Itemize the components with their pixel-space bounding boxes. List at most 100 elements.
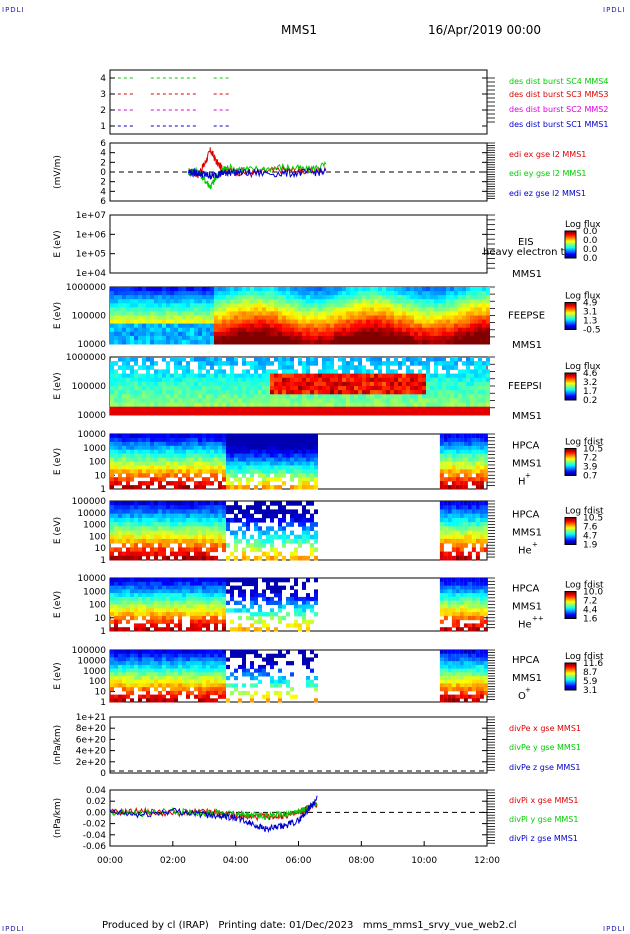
feepsi-cell bbox=[330, 398, 334, 403]
hpca-h-cell bbox=[194, 457, 198, 462]
feepsi-cell bbox=[130, 369, 134, 374]
feepsi-cell bbox=[134, 386, 138, 391]
feepsi-cell bbox=[126, 410, 130, 416]
feepse-cell bbox=[434, 331, 438, 337]
feepse-cell bbox=[482, 295, 486, 300]
feepse-cell bbox=[222, 331, 226, 337]
feepse-cell bbox=[182, 299, 186, 304]
eis-colorbar-cell bbox=[565, 235, 576, 237]
feepse-cell bbox=[422, 327, 426, 333]
hpca-h-cell bbox=[186, 473, 190, 478]
feepsi-cell bbox=[218, 365, 222, 370]
hpca-h-cell bbox=[146, 434, 150, 439]
feepse-cell bbox=[174, 295, 178, 300]
feepse-cell bbox=[206, 299, 210, 304]
edi-series-2 bbox=[188, 167, 327, 180]
feepse-cell bbox=[310, 319, 314, 325]
hpca-he-cell bbox=[302, 517, 306, 523]
hpca-he-cell bbox=[298, 555, 302, 561]
feepse-cell bbox=[126, 295, 130, 300]
feepsi-cell bbox=[214, 377, 218, 383]
hpca-hepp-cell bbox=[170, 608, 174, 613]
feepse-cell bbox=[170, 319, 174, 325]
hpca-he-cell bbox=[130, 551, 134, 557]
hpca-he-cell bbox=[130, 530, 134, 536]
feepse-cell bbox=[378, 299, 382, 304]
feepsi-cell bbox=[198, 402, 202, 408]
feepsi-cell bbox=[362, 381, 366, 387]
hpca-he-cell bbox=[178, 513, 182, 519]
feepse-cell bbox=[378, 323, 382, 329]
hpca-he-cell bbox=[114, 501, 118, 506]
hpca-hepp-cell bbox=[202, 581, 206, 587]
hpca-hepp-cell bbox=[130, 608, 134, 613]
feepsi-cell bbox=[418, 394, 422, 399]
feepsi-cell bbox=[414, 394, 418, 399]
hpca-he-colorbar-cell bbox=[565, 534, 576, 536]
feepse-cell bbox=[322, 323, 326, 329]
feepse-cell bbox=[402, 319, 406, 325]
hpca-h-cell bbox=[182, 441, 186, 447]
feepse-cell bbox=[246, 323, 250, 329]
feepse-cell bbox=[158, 331, 162, 337]
feepsi-cell bbox=[478, 373, 482, 379]
feepsi-cell bbox=[318, 377, 322, 383]
hpca-he-cell bbox=[162, 517, 166, 523]
feepse-cell bbox=[230, 291, 234, 296]
feepsi-cell bbox=[302, 410, 306, 416]
feepse-cell bbox=[150, 331, 154, 337]
feepsi-cell bbox=[482, 390, 486, 395]
hpca-hepp-cell bbox=[118, 627, 122, 632]
hpca-h-cell bbox=[278, 477, 282, 482]
hpca-hepp-cell bbox=[122, 593, 126, 598]
hpca-h-cell bbox=[114, 441, 118, 447]
feepsi-cell bbox=[182, 373, 186, 379]
feepse-cell bbox=[150, 323, 154, 329]
feepse-cell bbox=[374, 295, 378, 300]
feepse-cell bbox=[130, 331, 134, 337]
feepse-cell bbox=[226, 303, 230, 308]
hpca-h-cell bbox=[210, 441, 214, 447]
feepsi-cell bbox=[242, 406, 246, 412]
feepsi-cell bbox=[174, 390, 178, 395]
feepsi-cell bbox=[446, 394, 450, 399]
hpca-he-cell bbox=[250, 547, 254, 553]
feepsi-cell bbox=[422, 398, 426, 403]
feepse-cell bbox=[474, 291, 478, 296]
feepsi-cell bbox=[474, 361, 478, 366]
hpca-he-colorbar-cell bbox=[565, 533, 576, 535]
hpca-h-cell bbox=[246, 485, 250, 490]
feepse-cell bbox=[170, 307, 174, 312]
feepsi-cell bbox=[402, 410, 406, 416]
feepse-cell bbox=[326, 327, 330, 333]
hpca-h-cell bbox=[254, 445, 258, 451]
feepse-cell bbox=[218, 299, 222, 304]
feepsi-cell bbox=[266, 369, 270, 374]
feepsi-cell bbox=[122, 377, 126, 383]
hpca-h-cell bbox=[254, 449, 258, 455]
feepse-cell bbox=[206, 303, 210, 308]
feepse-cell bbox=[238, 315, 242, 321]
hpca-he-cell bbox=[270, 517, 274, 523]
hpca-h-cell bbox=[182, 485, 186, 490]
feepse-cell bbox=[406, 327, 410, 333]
hpca-hepp-cell bbox=[138, 593, 142, 598]
feepsi-cell bbox=[366, 373, 370, 379]
hpca-he-cell bbox=[455, 530, 460, 536]
hpca-h-instrument: HPCA bbox=[512, 441, 540, 452]
hpca-he-cell bbox=[294, 555, 298, 561]
hpca-hepp-cell bbox=[198, 615, 202, 621]
feepse-cell bbox=[390, 311, 394, 316]
hpca-h-cell bbox=[142, 434, 146, 439]
feepsi-cell bbox=[266, 357, 270, 362]
hpca-h-cell bbox=[126, 457, 130, 462]
feepsi-cell bbox=[426, 373, 430, 379]
feepse-cell bbox=[454, 335, 458, 341]
hpca-he-cell bbox=[214, 501, 218, 506]
eis-ytick-label: 1e+05 bbox=[76, 250, 106, 260]
hpca-h-cell bbox=[254, 441, 258, 447]
feepsi-cell bbox=[246, 402, 250, 408]
hpca-h-cell bbox=[146, 469, 150, 474]
hpca-h-cell bbox=[158, 441, 162, 447]
hpca-h-cell bbox=[138, 449, 142, 455]
